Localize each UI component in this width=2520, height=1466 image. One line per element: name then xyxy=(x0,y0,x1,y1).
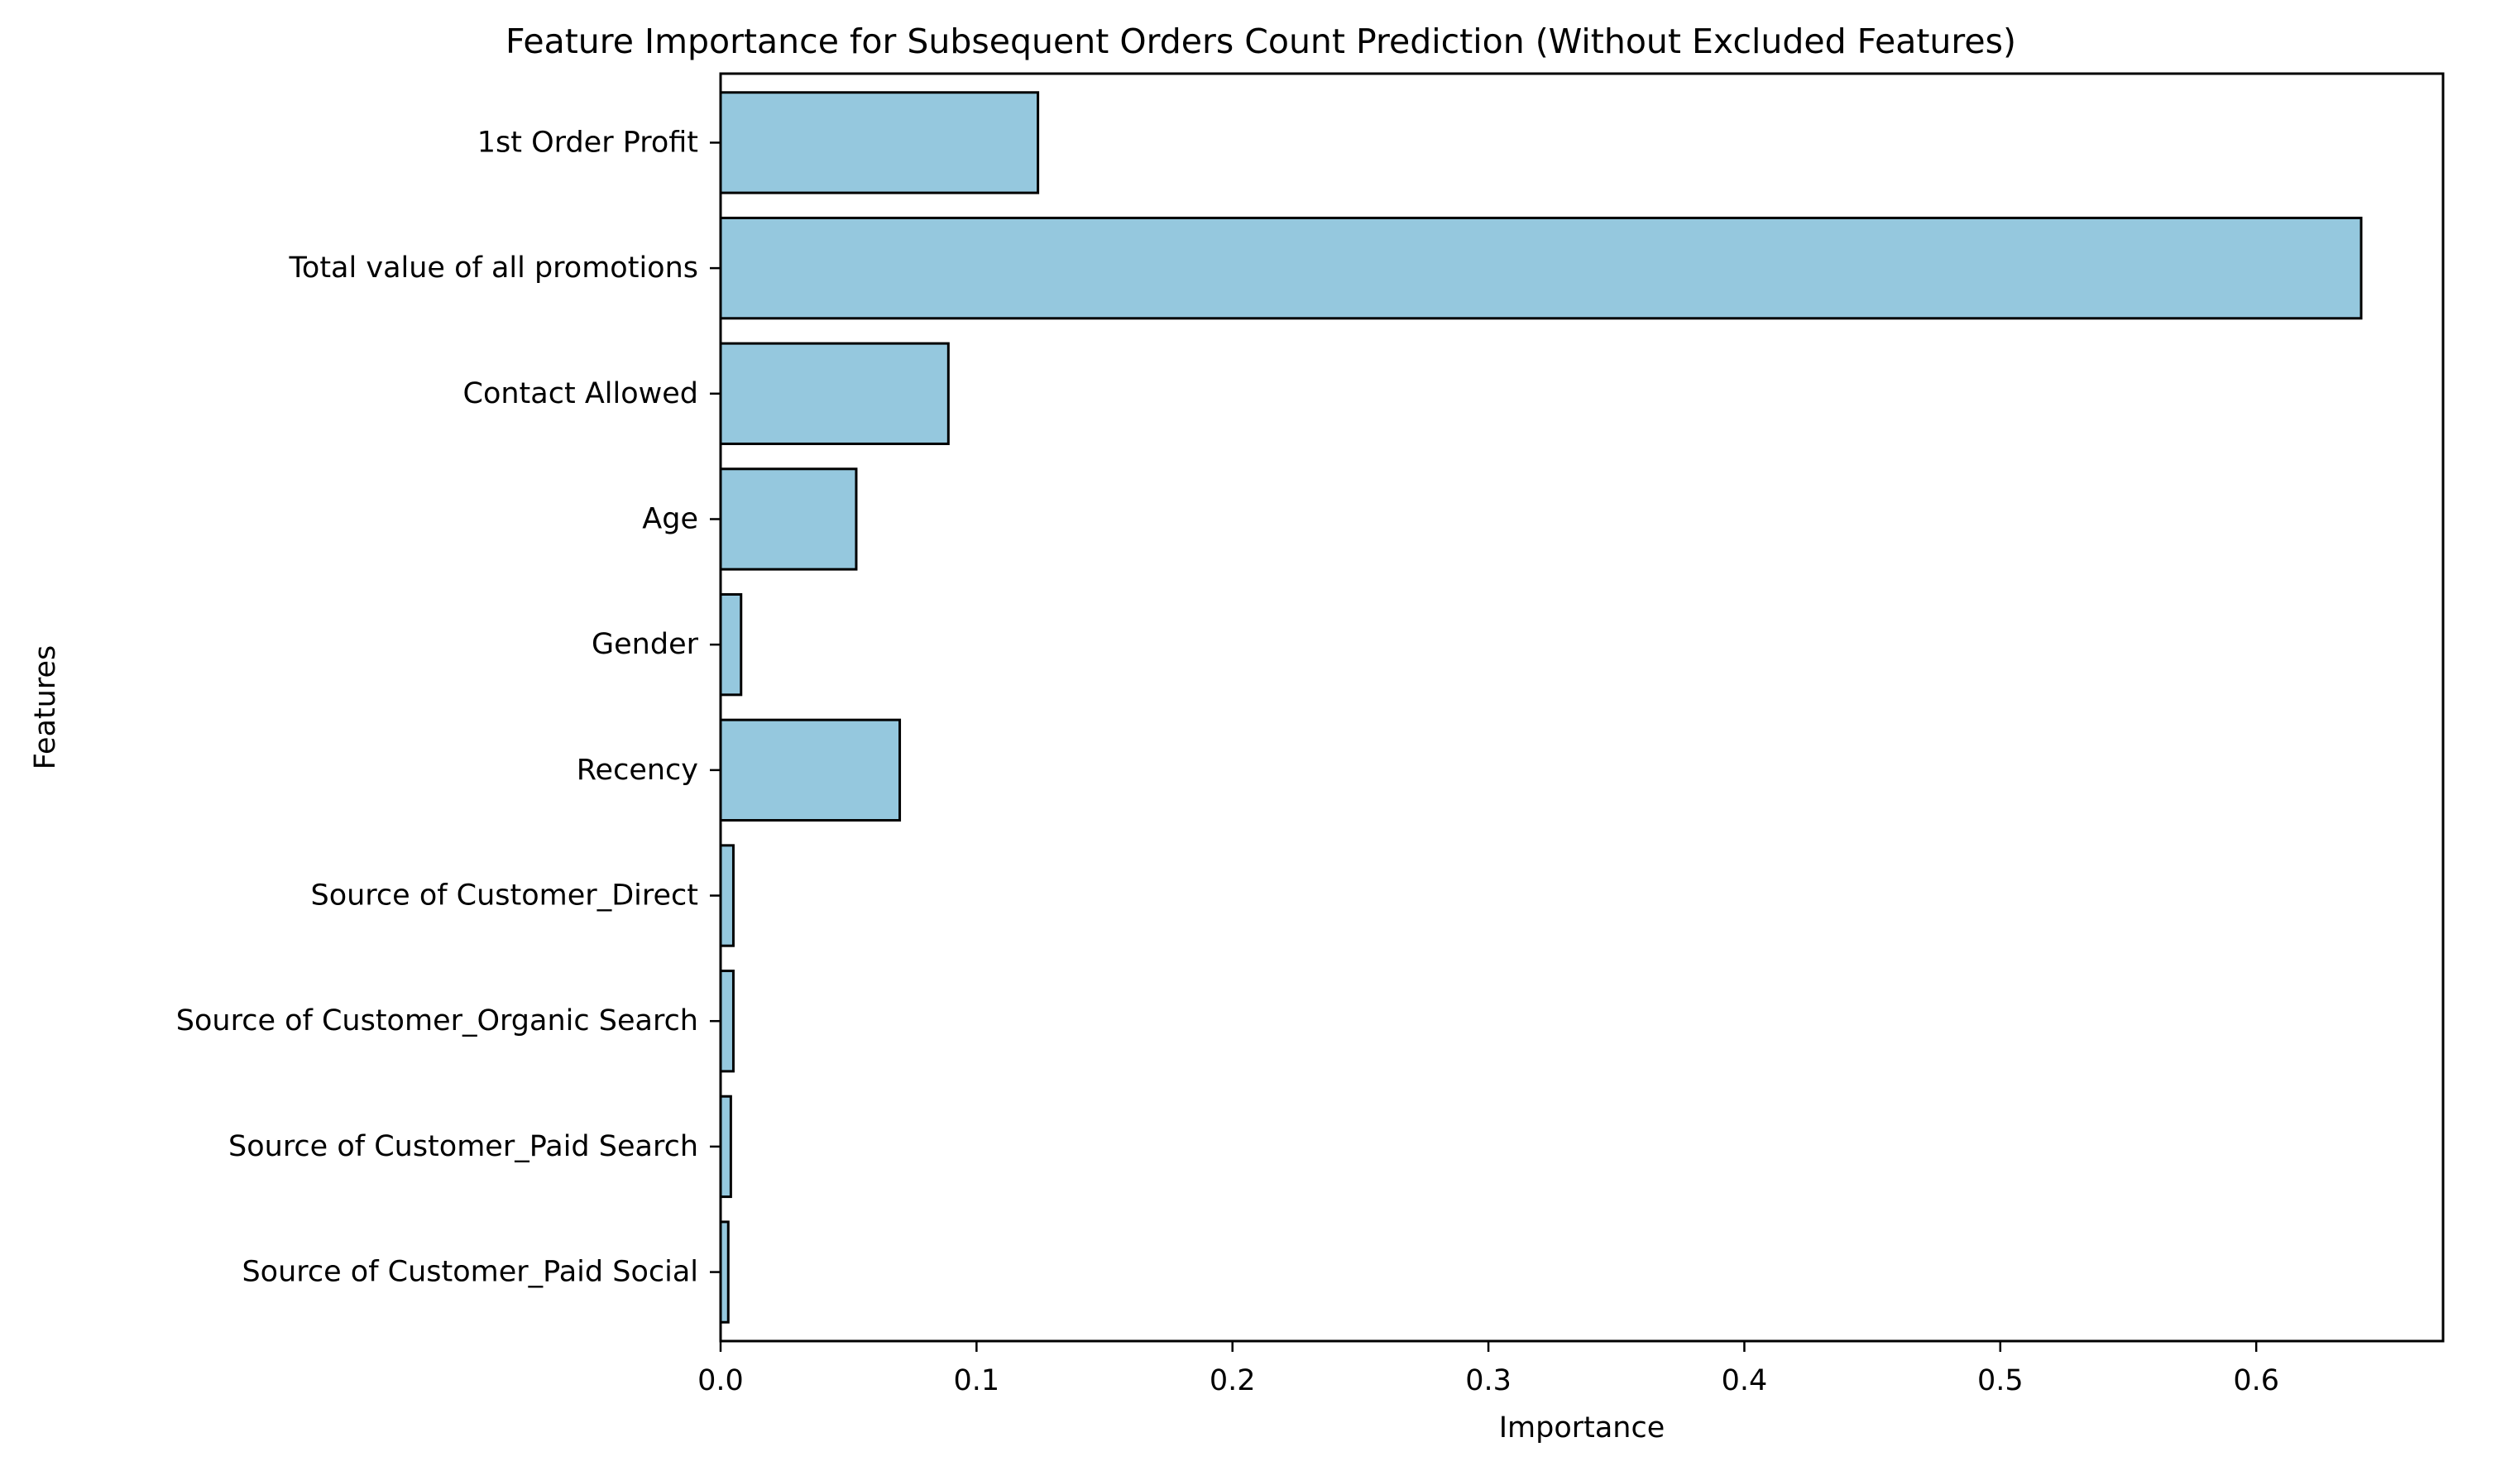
plot-frame xyxy=(719,72,2445,1343)
bar-1 xyxy=(719,216,2363,320)
bars-layer xyxy=(719,91,2363,1324)
x-tick-label: 0.5 xyxy=(1977,1364,2024,1397)
x-tick-label: 0.0 xyxy=(697,1364,744,1397)
y-tick-label: Contact Allowed xyxy=(463,377,698,410)
y-tick-label: Gender xyxy=(592,628,699,661)
y-tick-label: 1st Order Profit xyxy=(477,126,698,159)
x-tick-label: 0.3 xyxy=(1465,1364,1512,1397)
bar-0 xyxy=(719,91,1040,194)
y-tick-label: Source of Customer_Organic Search xyxy=(176,1004,698,1037)
x-tick-label: 0.2 xyxy=(1210,1364,1256,1397)
x-axis-ticks: 0.0 0.1 0.2 0.3 0.4 0.5 0.6 xyxy=(697,1341,2279,1397)
y-axis-ticks: 1st Order Profit Total value of all promo… xyxy=(176,126,721,1289)
y-tick-label: Source of Customer_Direct xyxy=(310,879,698,913)
bar-4 xyxy=(719,592,743,697)
y-tick-label: Recency xyxy=(577,754,698,787)
y-tick-label: Total value of all promotions xyxy=(288,252,698,285)
y-tick-label: Source of Customer_Paid Search xyxy=(228,1130,698,1163)
bar-5 xyxy=(719,718,902,822)
bar-3 xyxy=(719,467,858,571)
x-tick-label: 0.4 xyxy=(1722,1364,1768,1397)
bar-6 xyxy=(719,844,735,947)
x-axis-label: Importance xyxy=(1499,1411,1665,1444)
y-tick-label: Age xyxy=(642,502,698,535)
chart-title: Feature Importance for Subsequent Orders… xyxy=(505,22,2016,61)
x-tick-label: 0.1 xyxy=(954,1364,1000,1397)
y-tick-label: Source of Customer_Paid Social xyxy=(242,1256,698,1289)
bar-7 xyxy=(719,970,735,1073)
x-tick-label: 0.6 xyxy=(2233,1364,2279,1397)
bar-8 xyxy=(719,1095,732,1199)
bar-2 xyxy=(719,342,950,445)
y-axis-label: Features xyxy=(29,645,62,770)
